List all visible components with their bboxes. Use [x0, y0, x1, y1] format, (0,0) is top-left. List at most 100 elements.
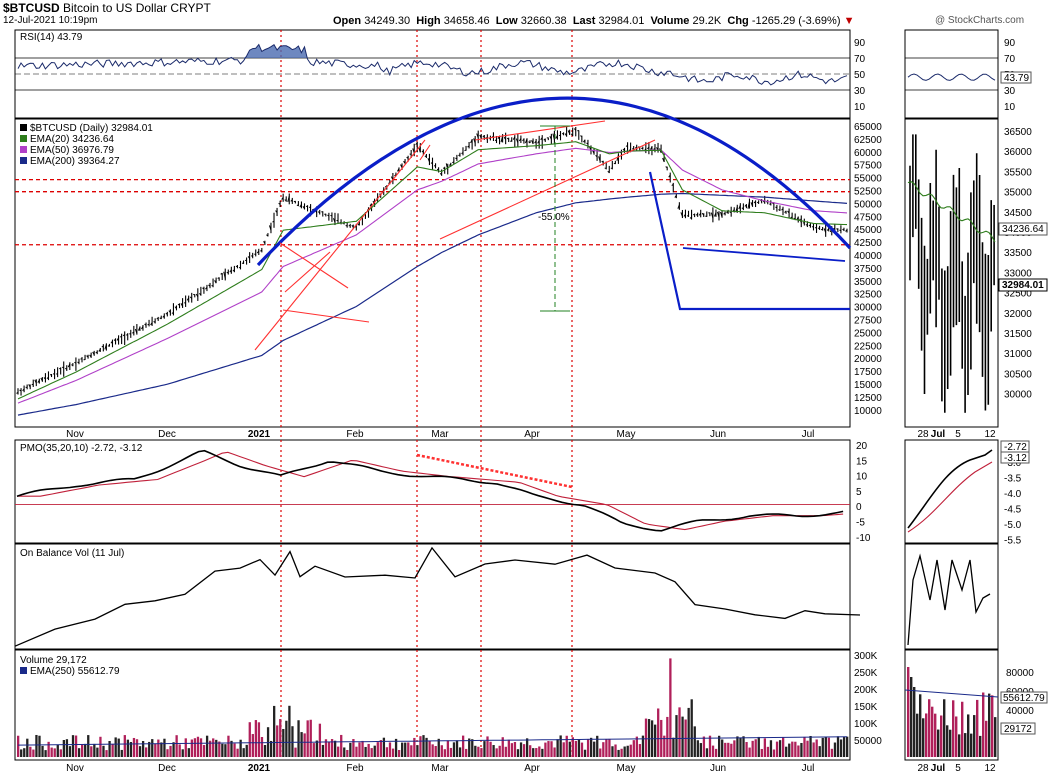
legend-entry-3: EMA(200) 39364.27: [30, 156, 120, 167]
price-tick: [214, 280, 217, 284]
low-value: 32660.38: [520, 15, 567, 27]
volume-bar: [824, 736, 827, 757]
price-tick: [683, 213, 686, 217]
price-tick: [762, 200, 765, 203]
volume-bar: [391, 748, 395, 757]
volume-bar: [230, 740, 233, 757]
price-tick: [430, 161, 433, 164]
side-volume-bar: [982, 692, 985, 757]
x-axis-label-bottom: Dec: [158, 763, 176, 774]
obv-title: On Balance Vol (11 Jul): [20, 548, 124, 559]
side-volume-tick: 40000: [1006, 706, 1034, 717]
price-tick: [46, 376, 49, 380]
volume-bar: [541, 748, 544, 757]
price-tick: [720, 211, 723, 218]
side-price-tick: 33500: [1004, 248, 1032, 259]
volume-bar: [285, 720, 288, 757]
x-axis-label: Jun: [710, 429, 726, 440]
volume-bar: [724, 742, 727, 757]
pmo-title: PMO(35,20,10) -2.72, -3.12: [20, 443, 143, 454]
price-tick: [738, 204, 741, 210]
volume-bar: [254, 720, 258, 757]
x-axis-label-bottom: Jun: [710, 763, 726, 774]
price-tick: [595, 155, 598, 158]
volume-bar: [364, 746, 367, 757]
side-volume-bar: [949, 729, 952, 757]
volume-bar: [809, 735, 812, 757]
price-tick: [278, 202, 281, 205]
volume-bar: [330, 739, 334, 757]
volume-bar: [672, 737, 675, 757]
side-rsi-tick: 70: [1004, 54, 1016, 65]
legend-entry-0: $BTCUSD (Daily) 32984.01: [30, 123, 153, 134]
volume-bar: [830, 748, 834, 757]
volume-bar: [489, 741, 492, 757]
side-pmo-tick: -4.5: [1004, 505, 1022, 516]
price-tick: [650, 146, 653, 150]
price-tick: [452, 161, 455, 164]
volume-bar: [644, 718, 648, 757]
volume-bar: [62, 739, 66, 757]
volume-bar: [437, 738, 440, 757]
price-tick: [503, 136, 507, 140]
watermark: @ StockCharts.com: [935, 15, 1025, 26]
trend-line-4: [439, 139, 656, 240]
price-tick: [518, 138, 522, 142]
rsi-line: [17, 43, 848, 86]
price-tick: [625, 144, 628, 147]
trend-line-0: [254, 139, 426, 351]
price-tick: [211, 285, 214, 287]
side-x-label: 5: [955, 429, 961, 440]
price-tick: [436, 168, 439, 171]
trend-line-1: [282, 309, 370, 323]
side-rsi-value: 43.79: [1004, 73, 1029, 84]
price-tick: [71, 364, 74, 366]
volume-bar: [702, 736, 706, 757]
volume-bar: [653, 724, 657, 757]
pmo-line: [16, 449, 844, 532]
volume-bar: [611, 746, 614, 757]
volume-bar: [50, 747, 53, 757]
volume-bar: [589, 737, 593, 757]
price-tick: [272, 220, 275, 223]
volume-bar: [836, 736, 840, 757]
price-tick: [40, 377, 43, 382]
rsi-axis-tick: 50: [854, 70, 866, 81]
volume-bar: [577, 739, 581, 757]
price-tick: [180, 303, 184, 307]
side-volume-value-2: 29172: [1004, 724, 1032, 735]
price-tick: [156, 317, 159, 320]
side-volume-bar: [928, 699, 931, 757]
volume-bar: [340, 734, 343, 757]
price-tick: [500, 135, 504, 143]
price-tick: [665, 166, 668, 169]
volume-bar: [717, 735, 721, 757]
volume-bar: [480, 748, 483, 757]
volume-bar: [102, 745, 105, 757]
volume-bar: [44, 750, 47, 757]
side-rsi-tick: 90: [1004, 38, 1016, 49]
side-volume-bar: [943, 699, 946, 757]
volume-bar: [431, 744, 434, 757]
volume-bar: [769, 740, 773, 757]
volume-bar: [123, 735, 126, 757]
price-tick: [400, 164, 403, 168]
price-tick: [433, 165, 436, 167]
volume-bar: [105, 750, 108, 757]
price-tick: [482, 135, 485, 138]
x-axis-label-bottom: May: [617, 763, 636, 774]
price-tick: [607, 170, 610, 174]
price-tick: [470, 139, 473, 144]
side-volume-bar: [955, 716, 958, 757]
price-tick: [263, 241, 266, 244]
side-x-label-bottom: 12: [984, 763, 996, 774]
side-pmo-value-box-2: [1000, 451, 1030, 464]
volume-bar: [282, 728, 285, 757]
volume-bar: [163, 738, 166, 757]
side-volume-bar: [970, 733, 973, 757]
volume-bar: [227, 735, 230, 757]
price-tick: [537, 140, 540, 144]
price-tick: [564, 133, 568, 137]
volume-bar: [315, 740, 318, 757]
price-tick: [710, 212, 714, 219]
